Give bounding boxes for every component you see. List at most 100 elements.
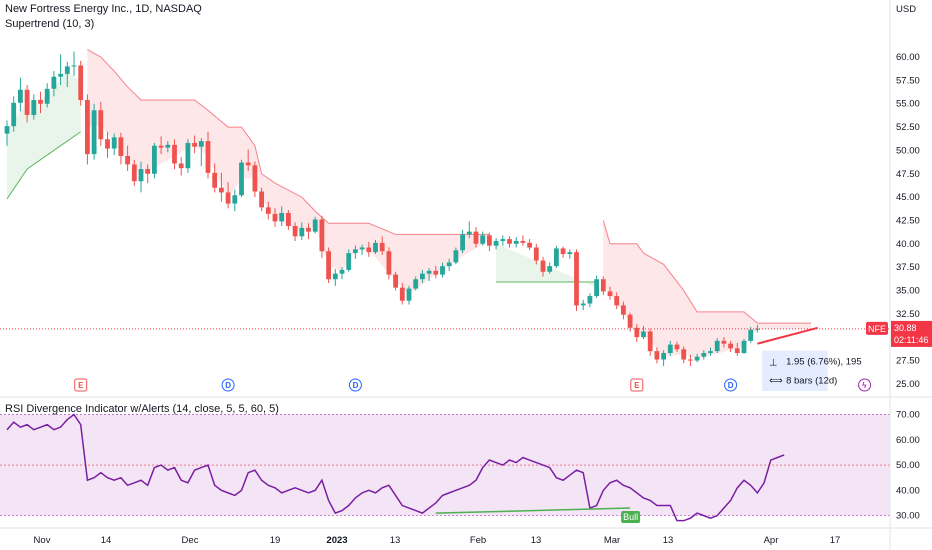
supertrend-down-fill (603, 220, 811, 359)
candle-body (681, 349, 687, 360)
price-axis-label: 60.00 (896, 52, 920, 63)
candle-body (158, 145, 164, 148)
time-axis-label: 2023 (326, 535, 347, 546)
time-axis-label: Mar (604, 535, 620, 546)
bull-divergence-line (435, 507, 631, 514)
candle-body (674, 344, 680, 350)
candle-body (4, 126, 10, 134)
symbol-tag (866, 321, 888, 335)
candle-body (647, 331, 653, 352)
time-axis-label: Feb (470, 535, 486, 546)
price-tag (891, 320, 932, 347)
candle-body (105, 139, 110, 149)
candle-body (265, 207, 271, 214)
symbol-title[interactable]: New Fortress Energy Inc., 1D, NASDAQ (5, 3, 202, 15)
candle-body (192, 142, 197, 147)
candle-body (433, 270, 439, 275)
candle-body (11, 102, 17, 127)
candle-body (306, 227, 311, 232)
candle-body (493, 240, 499, 246)
candle-body (165, 144, 171, 148)
candle-body (734, 348, 740, 353)
candle-body (245, 162, 251, 166)
measure-box (762, 350, 828, 391)
rsi-axis-label: 40.00 (896, 485, 920, 496)
candle-body (554, 248, 559, 267)
price-axis-label: 37.50 (896, 262, 920, 273)
candle-body (286, 212, 291, 227)
candle-body (420, 273, 425, 280)
candle-body (138, 169, 144, 182)
candle-body (212, 172, 218, 188)
candle-body (621, 305, 626, 315)
candle-body (540, 260, 546, 272)
candle-body (252, 165, 258, 192)
earnings-icon-letter: E (634, 381, 640, 390)
overlays: NFE 30.88 02:11:46 1.95 (6.76%), 195 8 bars … (74, 320, 932, 392)
measure-bars: 8 bars (12d) (786, 376, 837, 387)
candle-body (607, 291, 613, 297)
candle-body (580, 303, 586, 306)
candle-body (58, 73, 63, 77)
candle-body (232, 195, 238, 204)
time-axis-label: 13 (663, 535, 674, 546)
candle-body (312, 219, 318, 232)
price-axis-label: 52.50 (896, 122, 920, 133)
candle-body (748, 329, 754, 341)
supertrend-up-fill (496, 243, 597, 288)
candle-body (661, 352, 666, 360)
candle-body (373, 242, 378, 253)
rsi-legend[interactable]: RSI Divergence Indicator w/Alerts (14, c… (5, 403, 279, 415)
candle-body (279, 212, 285, 222)
candle-body (292, 226, 298, 237)
candle-body (379, 242, 385, 252)
price-axis-label: 50.00 (896, 145, 920, 156)
price-axis-label: 55.00 (896, 99, 920, 110)
rsi-pane: Bull (0, 413, 890, 524)
candle-body (339, 269, 345, 274)
candle-body (480, 235, 486, 244)
supertrend-down-fill (87, 49, 490, 295)
split-flash-icon-glyph: ϟ (862, 381, 867, 390)
candle-body (24, 89, 30, 115)
candle-body (594, 279, 599, 297)
candle-body (319, 219, 325, 252)
candle-body (198, 141, 204, 147)
dividend-icon (221, 378, 235, 392)
candle-body (627, 314, 633, 328)
split-flash-icon (858, 378, 872, 392)
candle-body (513, 240, 519, 244)
candle-body (131, 164, 137, 182)
candle-body (574, 252, 579, 306)
price-tag-value: 30.88 (894, 323, 917, 333)
candle-body (466, 231, 472, 235)
supertrend-legend[interactable]: Supertrend (10, 3) (5, 18, 95, 30)
candle-body (547, 266, 553, 272)
candle-body (520, 240, 526, 243)
rsi-axis-label: 50.00 (896, 460, 920, 471)
candle-body (31, 100, 37, 115)
supertrend-down-line (87, 49, 490, 235)
time-axis-label: 19 (270, 535, 281, 546)
candle-body (18, 89, 23, 103)
price-axis-label: 25.00 (896, 379, 920, 390)
candle-body (600, 279, 606, 292)
candle-body (527, 242, 532, 248)
price-axis-label: 45.00 (896, 192, 920, 203)
candle-body (98, 110, 104, 140)
candle-body (44, 88, 50, 104)
candle-body (701, 352, 707, 357)
dividend-icon-letter: D (728, 381, 734, 390)
candle-body (560, 248, 566, 255)
earnings-icon-letter: E (78, 381, 84, 390)
candle-body (634, 327, 640, 338)
candle-body (721, 340, 727, 344)
time-axis-label: Dec (182, 535, 199, 546)
candle-body (453, 250, 459, 263)
candle-body (507, 239, 512, 244)
time-axis-label: Apr (764, 535, 779, 546)
candle-body (346, 253, 352, 270)
rsi-axis-label: 30.00 (896, 511, 920, 522)
